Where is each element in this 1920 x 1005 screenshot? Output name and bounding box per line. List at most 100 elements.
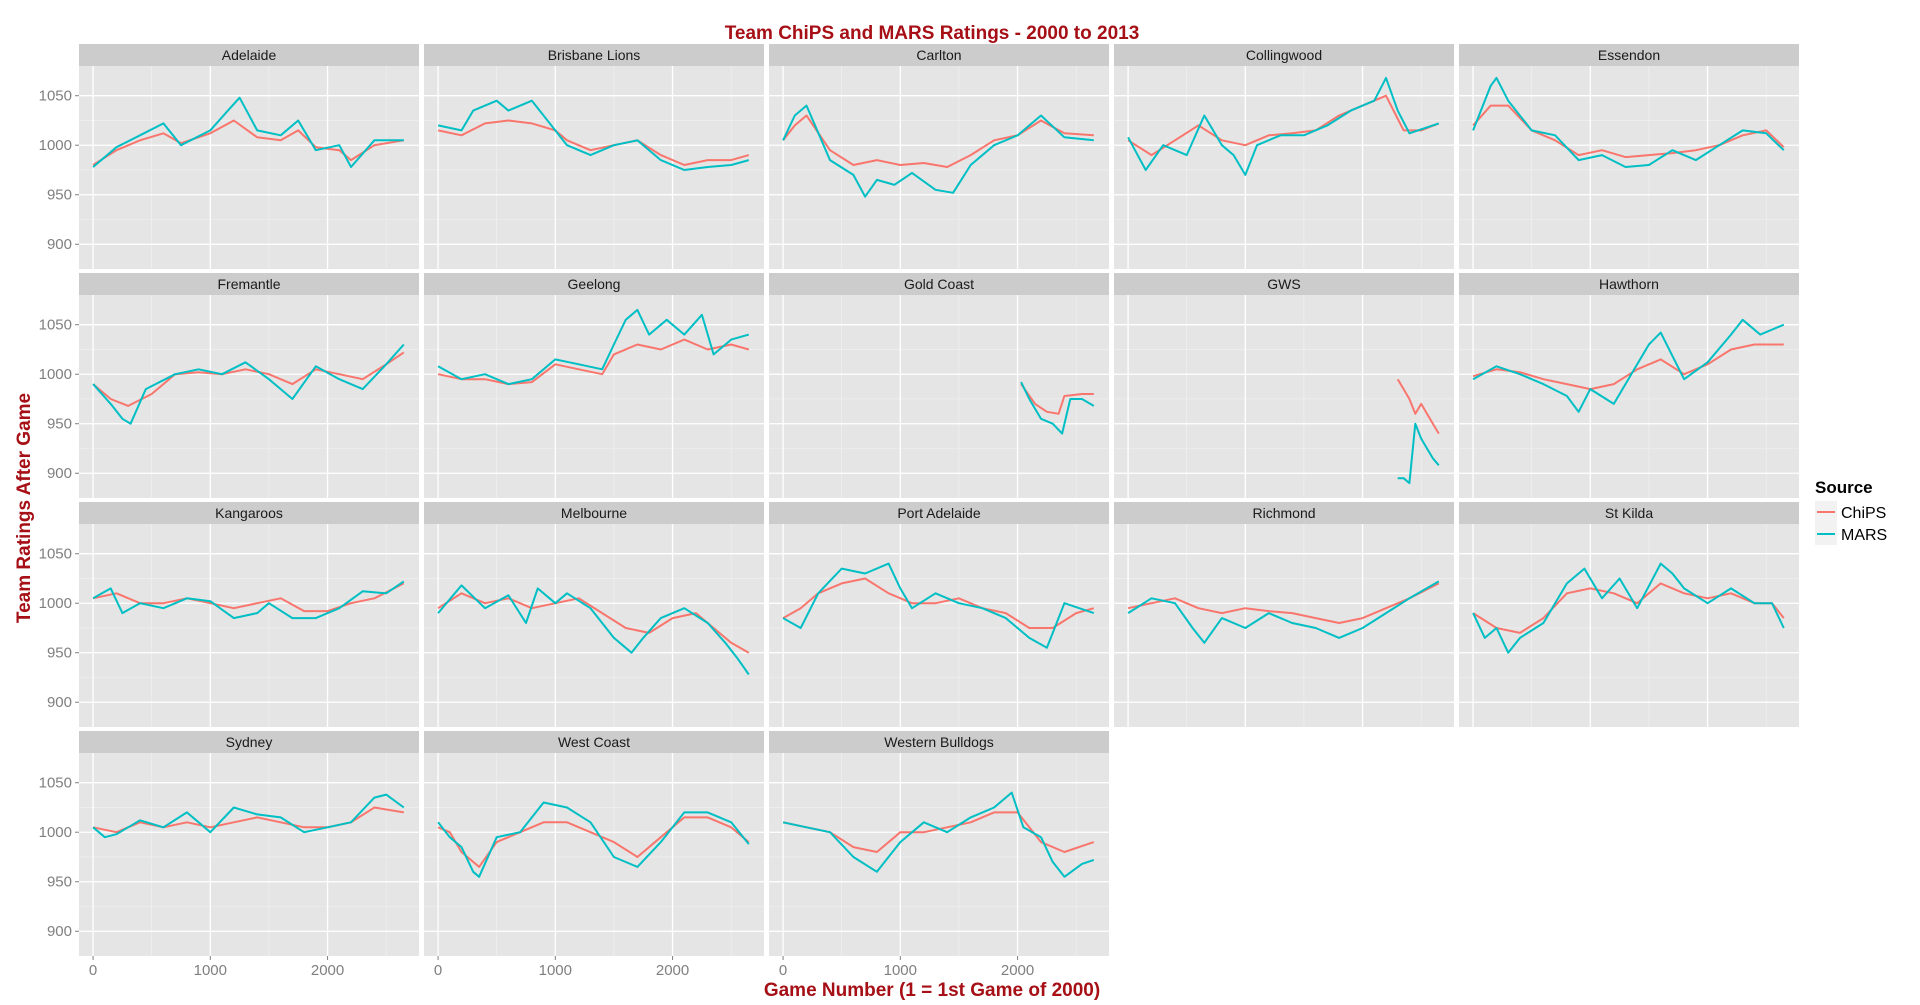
x-tick-label: 0 (779, 962, 787, 979)
strip-melbourne (424, 502, 764, 524)
strip-label-west-coast: West Coast (558, 734, 630, 750)
plot-area-fremantle (79, 295, 419, 498)
panel-western-bulldogs: Western Bulldogs (769, 731, 1109, 956)
plot-area-adelaide (79, 66, 419, 269)
y-tick-label: 1050 (39, 88, 72, 105)
plot-area-richmond (1114, 524, 1454, 727)
strip-adelaide (79, 44, 419, 66)
series-line-mars-gold-coast (1020, 381, 1095, 435)
legend-label-mars: MARS (1841, 527, 1887, 544)
strip-label-geelong: Geelong (568, 276, 621, 292)
panel-sydney: Sydney (79, 731, 419, 956)
x-tick-label: 2000 (656, 962, 689, 979)
y-tick-label: 1000 (39, 824, 72, 841)
series-line-chips-gold-coast (1020, 383, 1094, 415)
strip-kangaroos (79, 502, 419, 524)
strip-label-gws: GWS (1267, 276, 1300, 292)
y-tick-label: 900 (47, 236, 72, 253)
x-tick-label: 1000 (884, 962, 917, 979)
strip-fremantle (79, 273, 419, 295)
strip-geelong (424, 273, 764, 295)
plot-area-port-adelaide (769, 524, 1109, 727)
series-line-mars-adelaide (92, 96, 404, 168)
series-line-mars-collingwood (1127, 76, 1440, 176)
x-tick-label: 0 (434, 962, 442, 979)
strip-label-richmond: Richmond (1252, 505, 1315, 521)
series-line-chips-richmond (1127, 582, 1440, 624)
strip-label-hawthorn: Hawthorn (1599, 276, 1659, 292)
series-line-chips-collingwood (1127, 94, 1440, 157)
facet-panels: Adelaide Brisbane Lions Carlton Collingwood… (79, 44, 1799, 956)
panel-carlton: Carlton (769, 44, 1109, 269)
series-line-mars-richmond (1127, 580, 1440, 644)
series-line-chips-st-kilda (1472, 582, 1785, 634)
series-line-chips-carlton (782, 114, 1094, 168)
plot-area-west-coast (424, 753, 764, 956)
x-axis-ticks: 0 1000 2000 0 1000 2000 0 1000 2000 (89, 956, 1034, 979)
strip-label-collingwood: Collingwood (1246, 47, 1322, 63)
plot-area-geelong (424, 295, 764, 498)
plot-area-sydney (79, 753, 419, 956)
series-line-mars-fremantle (92, 343, 405, 425)
y-axis-title: Team Ratings After Game (14, 393, 35, 623)
legend-item-mars: MARS (1815, 523, 1887, 545)
strip-label-sydney: Sydney (226, 734, 273, 750)
series-line-mars-melbourne (437, 584, 750, 676)
legend: Source ChiPS MARS (1815, 478, 1887, 545)
panel-geelong: Geelong (424, 273, 764, 498)
legend-title: Source (1815, 478, 1873, 497)
series-line-chips-essendon (1472, 104, 1785, 159)
series-line-mars-geelong (437, 308, 750, 386)
strip-west-coast (424, 731, 764, 753)
series-line-chips-adelaide (92, 119, 404, 166)
series-line-chips-geelong (437, 338, 750, 386)
x-tick-label: 1000 (539, 962, 572, 979)
strip-gold-coast (769, 273, 1109, 295)
x-tick-label: 2000 (311, 962, 344, 979)
plot-area-western-bulldogs (769, 753, 1109, 956)
panel-kangaroos: Kangaroos (79, 502, 419, 727)
series-line-mars-west-coast (437, 801, 750, 878)
plot-area-hawthorn (1459, 295, 1799, 498)
y-tick-label: 950 (47, 416, 72, 433)
y-tick-label: 950 (47, 187, 72, 204)
panel-melbourne: Melbourne (424, 502, 764, 727)
strip-gws (1114, 273, 1454, 295)
y-tick-label: 900 (47, 465, 72, 482)
panel-essendon: Essendon (1459, 44, 1799, 269)
series-line-mars-gws (1397, 422, 1440, 485)
plot-area-gws (1114, 295, 1454, 498)
plot-area-st-kilda (1459, 524, 1799, 727)
panel-hawthorn: Hawthorn (1459, 273, 1799, 498)
plot-area-melbourne (424, 524, 764, 727)
plot-area-kangaroos (79, 524, 419, 727)
y-tick-label: 1050 (39, 546, 72, 563)
strip-essendon (1459, 44, 1799, 66)
strip-richmond (1114, 502, 1454, 524)
strip-st-kilda (1459, 502, 1799, 524)
series-line-chips-hawthorn (1472, 343, 1784, 391)
plot-area-collingwood (1114, 66, 1454, 269)
series-line-mars-brisbane-lions (437, 99, 750, 171)
series-line-chips-western-bulldogs (782, 811, 1095, 853)
strip-hawthorn (1459, 273, 1799, 295)
y-tick-label: 900 (47, 694, 72, 711)
panel-gws: GWS (1114, 273, 1454, 498)
strip-label-melbourne: Melbourne (561, 505, 627, 521)
panel-collingwood: Collingwood (1114, 44, 1454, 269)
x-tick-label: 2000 (1001, 962, 1034, 979)
panel-brisbane-lions: Brisbane Lions (424, 44, 764, 269)
strip-western-bulldogs (769, 731, 1109, 753)
y-tick-label: 950 (47, 645, 72, 662)
y-tick-label: 1050 (39, 775, 72, 792)
strip-sydney (79, 731, 419, 753)
chart-title: Team ChiPS and MARS Ratings - 2000 to 20… (725, 23, 1140, 44)
strip-label-gold-coast: Gold Coast (904, 276, 974, 292)
legend-label-chips: ChiPS (1841, 505, 1886, 522)
x-tick-label: 0 (89, 962, 97, 979)
panel-adelaide: Adelaide (79, 44, 419, 269)
series-line-mars-carlton (782, 104, 1094, 198)
series-line-mars-sydney (92, 793, 405, 839)
strip-label-western-bulldogs: Western Bulldogs (884, 734, 993, 750)
series-line-mars-western-bulldogs (782, 791, 1095, 878)
